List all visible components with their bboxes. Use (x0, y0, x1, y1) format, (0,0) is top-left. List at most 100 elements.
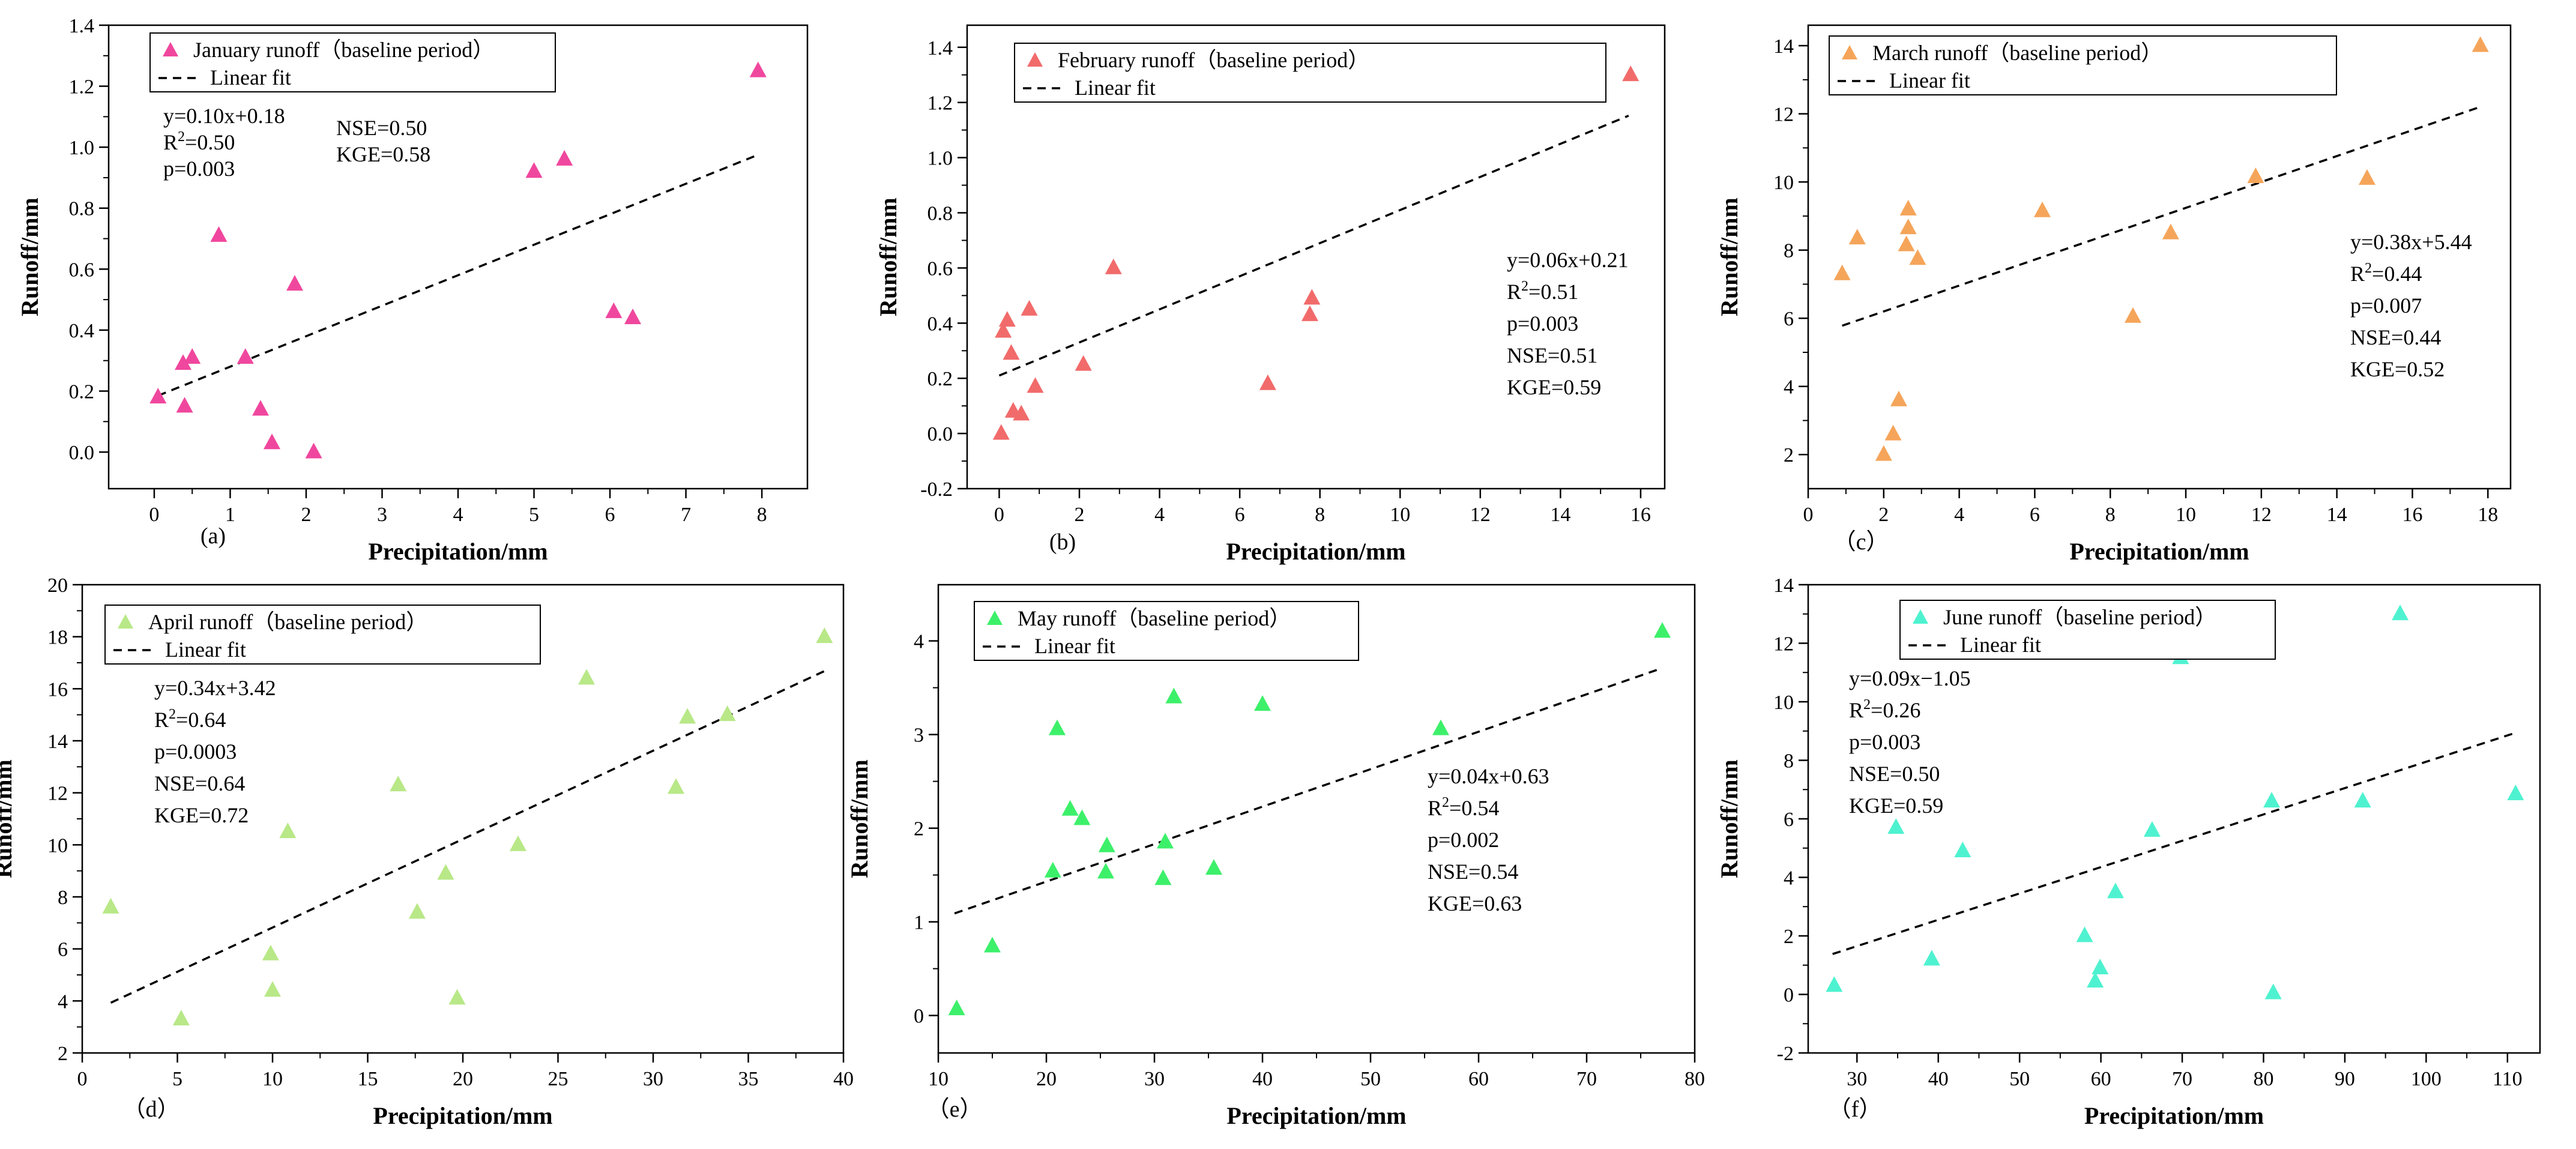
y-tick-label: 2 (914, 818, 924, 840)
y-tick-label: 1.2 (928, 92, 953, 115)
stats-annotation: p=0.003 (163, 157, 235, 181)
data-point (605, 302, 623, 318)
x-tick-label: 6 (605, 504, 615, 526)
chart-panel-4: 0 5 10 15 20 25 30 35 40 2 4 6 8 10 12 14 16 18 20 Precipit… (0, 574, 854, 1129)
linear-fit-line (998, 115, 1629, 377)
stats-annotation: KGE=0.63 (1428, 891, 1522, 915)
data-point (1003, 344, 1020, 360)
panel-label: (a) (201, 523, 226, 549)
data-point (2162, 223, 2179, 240)
data-point (184, 348, 201, 364)
x-tick-label: 70 (2172, 1068, 2192, 1090)
y-tick-label: 0.0 (69, 442, 95, 464)
y-tick-label: 1.4 (69, 15, 95, 37)
data-point (1097, 863, 1114, 879)
stats-annotation: NSE=0.50 (1849, 762, 1940, 786)
legend-box (1899, 600, 2276, 660)
x-tick-label: 80 (2253, 1068, 2273, 1090)
data-point (1105, 258, 1122, 274)
data-point (390, 776, 407, 792)
stats-annotation: KGE=0.52 (2350, 357, 2445, 381)
stats-annotation: KGE=0.59 (1507, 375, 1601, 399)
stats-annotation: y=0.09x−1.05 (1849, 666, 1971, 690)
panel-label: (b) (1049, 529, 1076, 555)
data-point (2358, 169, 2375, 185)
x-tick-label: 70 (1576, 1068, 1597, 1090)
stats-annotation: NSE=0.64 (154, 771, 245, 795)
data-point (2124, 307, 2141, 323)
stats-annotation: R2=0.51 (1507, 279, 1578, 304)
data-point (992, 424, 1010, 440)
data-point (262, 944, 279, 961)
x-tick-label: 35 (738, 1068, 759, 1090)
x-tick-label: 18 (2478, 504, 2498, 526)
y-tick-label: 14 (1773, 574, 1794, 597)
data-point (305, 442, 322, 459)
y-axis-label: Runoff/mm (1716, 198, 1743, 316)
y-tick-label: 4 (914, 631, 924, 653)
legend-fit-label: Linear fit (165, 638, 246, 662)
data-point (1165, 687, 1183, 704)
y-tick-label: 1 (914, 912, 924, 934)
data-point (1154, 869, 1172, 885)
chart-panel-2: 0 2 4 6 8 10 12 14 16 -0.2 0.0 0.2 0.4 0.6 0.8 1.0 1.2 1.… (875, 24, 1666, 565)
data-point (1899, 199, 1917, 216)
data-point (998, 311, 1016, 327)
x-tick-label: 10 (928, 1068, 949, 1090)
x-tick-label: 0 (77, 1068, 88, 1090)
data-point (286, 275, 303, 291)
legend: April runoff（baseline period） Linear fit (104, 605, 541, 665)
x-tick-label: 80 (1685, 1068, 1705, 1090)
linear-fit-line (157, 155, 755, 397)
data-point (174, 354, 192, 370)
y-tick-label: 6 (58, 939, 68, 961)
data-point (719, 705, 736, 722)
y-tick-label: -2 (1777, 1043, 1794, 1065)
legend-fit-label: Linear fit (1034, 634, 1115, 658)
stats-annotation: y=0.38x+5.44 (2350, 230, 2472, 254)
data-point (2247, 167, 2264, 184)
y-tick-label: 2 (1784, 926, 1794, 948)
plot-frame (107, 24, 809, 490)
x-tick-label: 100 (2411, 1068, 2442, 1090)
legend-fit-label: Linear fit (1075, 76, 1156, 100)
panel-label: （d） (122, 1097, 179, 1122)
y-axis-label: Runoff/mm (1716, 759, 1743, 878)
y-tick-label: 0.4 (928, 313, 953, 335)
data-point (995, 322, 1012, 338)
stats-annotation: R2=0.64 (154, 707, 226, 732)
x-tick-label: 110 (2493, 1068, 2523, 1090)
x-tick-label: 4 (1154, 504, 1165, 526)
y-tick-label: 1.4 (928, 37, 953, 59)
data-point (749, 61, 767, 77)
x-tick-label: 2 (301, 504, 311, 526)
data-point (509, 835, 526, 851)
y-tick-label: 2 (58, 1043, 68, 1065)
x-tick-label: 2 (1074, 504, 1084, 526)
legend: May runoff（baseline period） Linear fit (974, 601, 1359, 661)
stats-annotation: R2=0.50 (163, 129, 235, 154)
y-tick-label: 0.2 (69, 381, 95, 403)
stats-annotation: NSE=0.51 (1507, 343, 1597, 367)
data-point (1826, 976, 1843, 992)
y-tick-label: 10 (1773, 692, 1794, 714)
stats-annotation: y=0.34x+3.42 (154, 676, 276, 700)
stats-annotation: R2=0.26 (1849, 697, 1920, 722)
x-tick-label: 40 (1252, 1068, 1273, 1090)
legend-marker (987, 611, 1003, 625)
data-point (2087, 971, 2104, 988)
data-point (2507, 784, 2524, 800)
x-tick-label: 6 (2030, 504, 2040, 526)
data-point (1205, 859, 1222, 875)
y-tick-label: 18 (47, 627, 68, 649)
y-tick-label: 1.0 (928, 148, 953, 170)
stats-annotation: p=0.003 (1507, 312, 1578, 336)
legend-box (104, 605, 541, 665)
plot-frame (1807, 24, 2512, 490)
data-point (2034, 201, 2051, 217)
data-point (578, 669, 596, 685)
linear-fit-line (1832, 732, 2516, 955)
data-point (679, 708, 696, 724)
legend-box (974, 601, 1359, 661)
y-tick-label: 8 (1784, 750, 1794, 773)
